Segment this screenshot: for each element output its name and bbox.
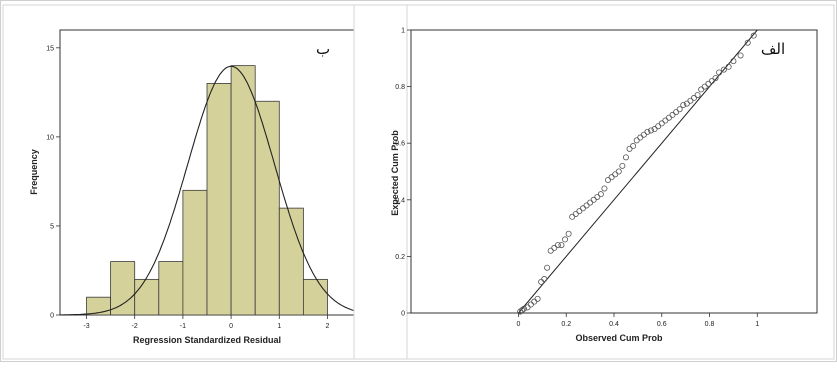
pp-point — [750, 32, 757, 39]
pp-panel-label: الف — [761, 40, 785, 58]
pp-point — [725, 63, 732, 70]
histogram-x-tick-label: 2 — [326, 323, 330, 330]
histogram-bars — [86, 65, 328, 316]
pp-point — [558, 242, 565, 249]
pp-plot-panel: 0 0.2 0.4 0.6 0.8 1 0 0.2 0.4 0.6 0.8 1 Observed C… — [353, 4, 835, 360]
histogram-panel-border — [2, 4, 408, 360]
histogram-bar — [278, 207, 304, 316]
pp-point — [648, 127, 655, 134]
pp-y-tick-label: 0.2 — [395, 254, 405, 261]
pp-point — [517, 308, 524, 315]
pp-point — [534, 295, 541, 302]
histogram-y-tick-label: 15 — [46, 45, 54, 52]
pp-point — [744, 39, 751, 46]
pp-point — [597, 191, 604, 198]
pp-x-axis-title: Observed Cum Prob — [575, 333, 663, 343]
histogram-x-tick-label: 1 — [277, 323, 281, 330]
pp-point — [565, 230, 572, 237]
pp-x-tick-label: 0.2 — [561, 321, 571, 328]
histogram-y-ticks: 0 5 10 15 — [46, 45, 60, 320]
pp-y-axis-title: Expected Cum Prob — [390, 130, 400, 216]
histogram-bar — [206, 83, 232, 316]
pp-point — [554, 242, 561, 249]
pp-point — [615, 168, 622, 175]
pp-x-ticks: 0 0.2 0.4 0.6 0.8 1 — [517, 313, 759, 328]
pp-point — [676, 106, 683, 113]
pp-point — [601, 185, 608, 192]
pp-x-tick-label: 0.6 — [657, 321, 667, 328]
pp-y-tick-label: 0.6 — [395, 141, 405, 148]
histogram-panel-label: ب — [316, 40, 330, 58]
pp-point — [519, 307, 526, 314]
pp-point — [730, 58, 737, 65]
pp-y-tick-label: 0.4 — [395, 197, 405, 204]
histogram-x-ticks: -3 -2 -1 0 1 2 — [83, 315, 330, 330]
pp-x-tick-label: 0.4 — [609, 321, 619, 328]
histogram-x-tick-label: -2 — [132, 323, 138, 330]
pp-point — [720, 66, 727, 73]
reference-line — [518, 29, 758, 314]
pp-point — [541, 276, 548, 283]
histogram-bar — [158, 261, 184, 316]
pp-point — [737, 52, 744, 59]
histogram-y-tick-label: 10 — [46, 134, 54, 141]
histogram-bar — [134, 278, 160, 316]
pp-point — [619, 162, 626, 169]
pp-y-tick-label: 0.8 — [395, 84, 405, 91]
histogram-y-tick-label: 5 — [50, 223, 54, 230]
pp-point — [544, 264, 551, 271]
histogram-bar — [254, 100, 280, 316]
pp-y-tick-label: 0 — [401, 311, 405, 318]
histogram-x-tick-label: -3 — [83, 323, 89, 330]
histogram-bar — [302, 278, 328, 316]
histogram-bar — [182, 189, 208, 316]
pp-y-tick-label: 1 — [401, 28, 405, 35]
histogram-x-axis-title: Regression Standardized Residual — [133, 335, 281, 345]
histogram-x-tick-label: -1 — [180, 323, 186, 330]
pp-panel-border — [353, 4, 835, 360]
histogram-bar — [230, 65, 256, 316]
pp-x-tick-label: 1 — [755, 321, 759, 328]
pp-point — [562, 236, 569, 243]
pp-point — [622, 154, 629, 161]
pp-point — [716, 69, 723, 76]
histogram-x-tick-label: 0 — [229, 323, 233, 330]
pp-point — [712, 75, 719, 82]
pp-point — [644, 128, 651, 135]
normal-curve — [60, 65, 355, 316]
pp-point — [630, 143, 637, 150]
histogram-y-axis-title: Frequency — [29, 149, 39, 195]
pp-point — [694, 92, 701, 99]
pp-x-tick-label: 0 — [517, 321, 521, 328]
pp-x-tick-label: 0.8 — [705, 321, 715, 328]
pp-point — [520, 305, 527, 312]
histogram-y-tick-label: 0 — [50, 313, 54, 320]
pp-points — [517, 32, 757, 315]
histogram-bar — [110, 261, 136, 316]
pp-plot-area — [410, 29, 818, 314]
pp-y-ticks: 0 0.2 0.4 0.6 0.8 1 — [395, 28, 411, 318]
pp-point — [680, 101, 687, 108]
